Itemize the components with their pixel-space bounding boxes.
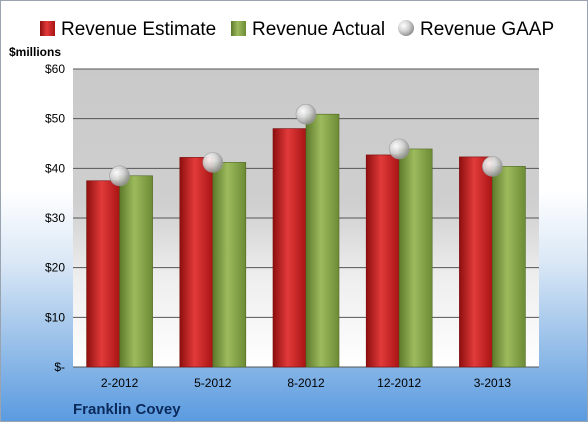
marker-revenue-gaap: [482, 156, 503, 177]
legend: Revenue Estimate Revenue Actual Revenue …: [40, 19, 554, 40]
x-axis-ticks: 2-2012 5-2012 8-2012 12-2012 3-2013: [101, 376, 511, 390]
unit-label: $millions: [9, 45, 61, 59]
marker-revenue-gaap: [109, 165, 130, 187]
x-tick-label: 12-2012: [377, 376, 421, 390]
gaap-markers: [109, 103, 503, 187]
y-tick-label: $50: [45, 112, 65, 126]
x-tick-label: 5-2012: [194, 376, 232, 390]
y-tick-label: $60: [45, 62, 65, 76]
y-tick-label: $30: [45, 211, 65, 225]
bar-revenue-estimate: [86, 180, 120, 368]
bar-revenue-estimate: [272, 128, 307, 368]
legend-label-estimate: Revenue Estimate: [61, 19, 216, 40]
legend-swatch-actual: [231, 21, 246, 36]
y-axis-ticks: $- $10 $20 $30 $40 $50 $60: [45, 62, 65, 374]
legend-label-gaap: Revenue GAAP: [420, 19, 554, 40]
legend-label-actual: Revenue Actual: [252, 19, 385, 40]
x-tick-label: 8-2012: [287, 376, 325, 390]
y-tick-label: $20: [45, 261, 65, 275]
marker-revenue-gaap: [295, 103, 317, 125]
marker-revenue-gaap: [202, 152, 224, 173]
bar-revenue-actual: [305, 113, 340, 368]
bar-revenue-actual: [119, 175, 153, 368]
bar-revenue-actual: [212, 162, 247, 368]
y-tick-label: $10: [45, 310, 65, 324]
bar-revenue-estimate: [459, 156, 493, 368]
x-tick-label: 3-2013: [474, 376, 512, 390]
bar-revenue-actual: [492, 166, 526, 368]
legend-swatch-estimate: [40, 21, 55, 36]
x-tick-label: 2-2012: [101, 376, 139, 390]
bars: [86, 113, 526, 368]
y-tick-label: $-: [54, 360, 65, 374]
bar-revenue-actual: [398, 148, 433, 368]
bar-revenue-estimate: [365, 154, 400, 368]
bar-revenue-estimate: [179, 157, 214, 368]
legend-swatch-gaap: [398, 20, 414, 36]
marker-revenue-gaap: [388, 138, 410, 160]
y-tick-label: $40: [45, 161, 65, 175]
company-name: Franklin Covey: [73, 401, 181, 418]
